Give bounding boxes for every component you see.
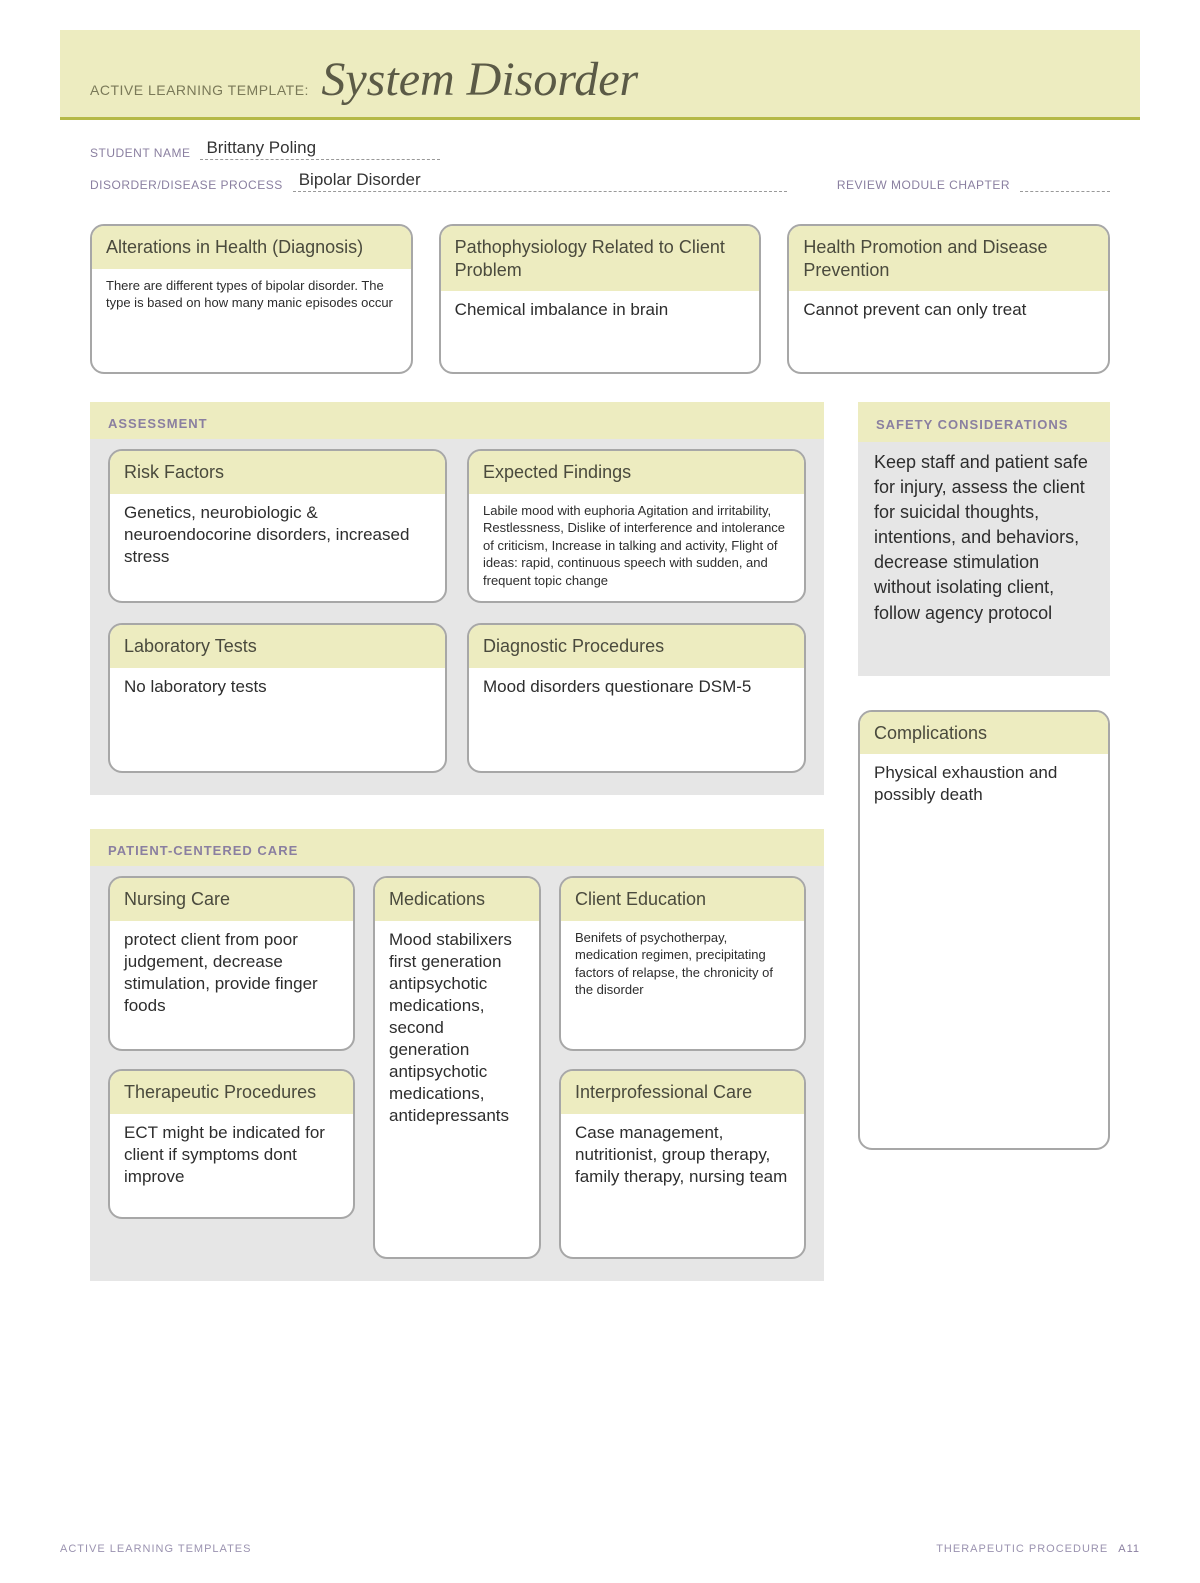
health-promo-title: Health Promotion and Disease Prevention	[789, 226, 1108, 291]
footer-page-number: A11	[1118, 1543, 1140, 1555]
risk-factors-body: Genetics, neurobiologic & neuroendocorin…	[110, 494, 445, 602]
health-promo-card: Health Promotion and Disease Prevention …	[787, 224, 1110, 374]
lab-tests-title: Laboratory Tests	[110, 625, 445, 668]
nursing-care-title: Nursing Care	[110, 878, 353, 921]
expected-findings-card: Expected Findings Labile mood with eupho…	[467, 449, 806, 603]
interprofessional-care-title: Interprofessional Care	[561, 1071, 804, 1114]
client-education-body: Benifets of psychotherpay, medication re…	[561, 921, 804, 1050]
client-education-title: Client Education	[561, 878, 804, 921]
dx-procedures-title: Diagnostic Procedures	[469, 625, 804, 668]
pcc-section: Nursing Care protect client from poor ju…	[90, 866, 824, 1281]
alterations-body: There are different types of bipolar dis…	[92, 269, 411, 373]
review-chapter-label: REVIEW MODULE CHAPTER	[837, 178, 1010, 192]
assessment-section: Risk Factors Genetics, neurobiologic & n…	[90, 439, 824, 795]
risk-factors-card: Risk Factors Genetics, neurobiologic & n…	[108, 449, 447, 603]
page-title: System Disorder	[321, 52, 638, 107]
risk-factors-title: Risk Factors	[110, 451, 445, 494]
interprofessional-care-card: Interprofessional Care Case management, …	[559, 1069, 806, 1259]
expected-findings-body: Labile mood with euphoria Agitation and …	[469, 494, 804, 602]
header-band: ACTIVE LEARNING TEMPLATE: System Disorde…	[60, 30, 1140, 120]
safety-label: SAFETY CONSIDERATIONS	[858, 402, 1110, 442]
student-name-value: Brittany Poling	[200, 138, 440, 160]
therapeutic-procedures-title: Therapeutic Procedures	[110, 1071, 353, 1114]
medications-title: Medications	[375, 878, 539, 921]
footer-right: THERAPEUTIC PROCEDURE A11	[936, 1543, 1140, 1555]
dx-procedures-card: Diagnostic Procedures Mood disorders que…	[467, 623, 806, 773]
nursing-care-card: Nursing Care protect client from poor ju…	[108, 876, 355, 1051]
assessment-label: ASSESSMENT	[90, 402, 824, 439]
left-column: ASSESSMENT Risk Factors Genetics, neurob…	[90, 402, 824, 1281]
meta-section: STUDENT NAME Brittany Poling DISORDER/DI…	[60, 120, 1140, 200]
health-promo-body: Cannot prevent can only treat	[789, 291, 1108, 372]
lab-tests-card: Laboratory Tests No laboratory tests	[108, 623, 447, 773]
medications-body: Mood stabilixers first generation antips…	[375, 921, 539, 1258]
disorder-label: DISORDER/DISEASE PROCESS	[90, 178, 283, 192]
patho-title: Pathophysiology Related to Client Proble…	[441, 226, 760, 291]
patho-body: Chemical imbalance in brain	[441, 291, 760, 372]
header-label: ACTIVE LEARNING TEMPLATE:	[90, 82, 309, 98]
top-card-row: Alterations in Health (Diagnosis) There …	[60, 200, 1140, 402]
expected-findings-title: Expected Findings	[469, 451, 804, 494]
student-name-label: STUDENT NAME	[90, 146, 190, 160]
complications-card: Complications Physical exhaustion and po…	[858, 710, 1110, 1150]
alterations-title: Alterations in Health (Diagnosis)	[92, 226, 411, 269]
nursing-care-body: protect client from poor judgement, decr…	[110, 921, 353, 1050]
patho-card: Pathophysiology Related to Client Proble…	[439, 224, 762, 374]
lab-tests-body: No laboratory tests	[110, 668, 445, 772]
interprofessional-care-body: Case management, nutritionist, group the…	[561, 1114, 804, 1258]
alterations-card: Alterations in Health (Diagnosis) There …	[90, 224, 413, 374]
pcc-label: PATIENT-CENTERED CARE	[90, 829, 824, 866]
therapeutic-procedures-card: Therapeutic Procedures ECT might be indi…	[108, 1069, 355, 1219]
medications-card: Medications Mood stabilixers first gener…	[373, 876, 541, 1259]
footer-right-label: THERAPEUTIC PROCEDURE	[936, 1543, 1108, 1555]
page-footer: ACTIVE LEARNING TEMPLATES THERAPEUTIC PR…	[60, 1543, 1140, 1555]
dx-procedures-body: Mood disorders questionare DSM-5	[469, 668, 804, 772]
safety-body: Keep staff and patient safe for injury, …	[858, 442, 1110, 676]
disorder-value: Bipolar Disorder	[293, 170, 787, 192]
client-education-card: Client Education Benifets of psychotherp…	[559, 876, 806, 1051]
complications-title: Complications	[860, 712, 1108, 755]
therapeutic-procedures-body: ECT might be indicated for client if sym…	[110, 1114, 353, 1218]
right-column: SAFETY CONSIDERATIONS Keep staff and pat…	[858, 402, 1110, 1281]
review-chapter-blank	[1020, 176, 1110, 192]
complications-body: Physical exhaustion and possibly death	[860, 754, 1108, 1148]
footer-left: ACTIVE LEARNING TEMPLATES	[60, 1543, 251, 1555]
